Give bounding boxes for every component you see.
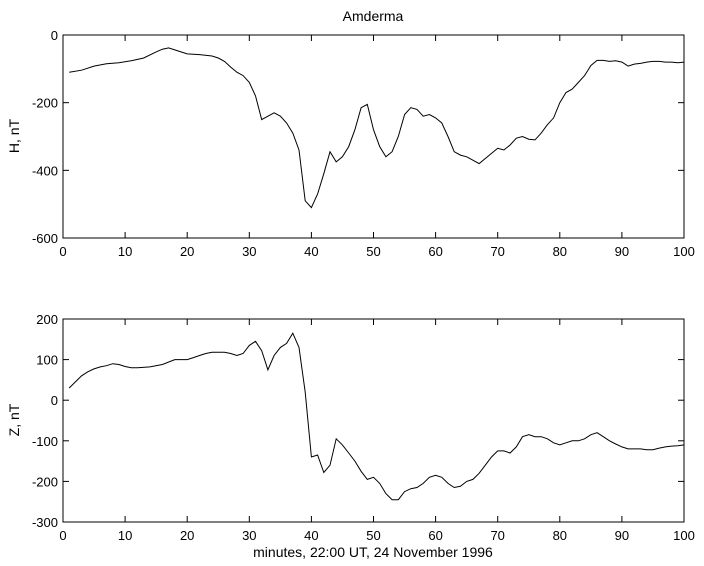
chart-title: Amderma [343,8,404,24]
y-tick-label: -300 [32,515,58,530]
x-tick-label: 40 [304,528,318,543]
x-tick-label: 100 [673,244,695,259]
series-line-h [69,47,685,209]
y-tick-label: 100 [36,353,58,368]
x-tick-label: 30 [242,528,256,543]
x-tick-label: 80 [553,244,567,259]
x-tick-label: 60 [428,244,442,259]
y-tick-label: -600 [32,231,58,246]
y-tick-label: 200 [36,312,58,327]
x-tick-label: 20 [180,528,194,543]
z-component-panel: 0 10 20 30 40 50 60 70 80 90 100 -300 -200 -100 0 100 2… [6,312,695,560]
x-tick-label: 10 [118,528,132,543]
x-tick-label: 90 [615,528,629,543]
x-tick-label: 100 [673,528,695,543]
x-tick-label: 50 [366,244,380,259]
plot-frame [62,318,685,523]
x-axis-ticks: 0 10 20 30 40 50 60 70 80 90 100 [59,35,695,259]
y-tick-label: 0 [51,393,58,408]
x-tick-label: 80 [553,528,567,543]
y-tick-label: -200 [32,96,58,111]
y-tick-label: -100 [32,434,58,449]
y-axis-ticks: -600 -400 -200 0 [32,28,684,246]
series-line-z [68,332,685,501]
x-tick-label: 70 [490,528,504,543]
h-component-panel: 0 10 20 30 40 50 60 70 80 90 100 -600 -400 -200 0 H, … [6,28,695,259]
x-tick-label: 0 [59,528,66,543]
x-tick-label: 0 [59,244,66,259]
x-axis-ticks: 0 10 20 30 40 50 60 70 80 90 100 [59,319,695,543]
x-tick-label: 30 [242,244,256,259]
y-tick-label: 0 [51,28,58,43]
x-tick-label: 40 [304,244,318,259]
y-axis-ticks: -300 -200 -100 0 100 200 [32,312,684,530]
x-axis-label: minutes, 22:00 UT, 24 November 1996 [253,544,493,560]
x-tick-label: 50 [366,528,380,543]
x-tick-label: 60 [428,528,442,543]
x-tick-label: 90 [615,244,629,259]
y-tick-label: -400 [32,163,58,178]
x-tick-label: 70 [490,244,504,259]
y-tick-label: -200 [32,474,58,489]
y-axis-label: H, nT [6,118,22,153]
x-tick-label: 20 [180,244,194,259]
x-tick-label: 10 [118,244,132,259]
y-axis-label: Z, nT [6,403,22,436]
